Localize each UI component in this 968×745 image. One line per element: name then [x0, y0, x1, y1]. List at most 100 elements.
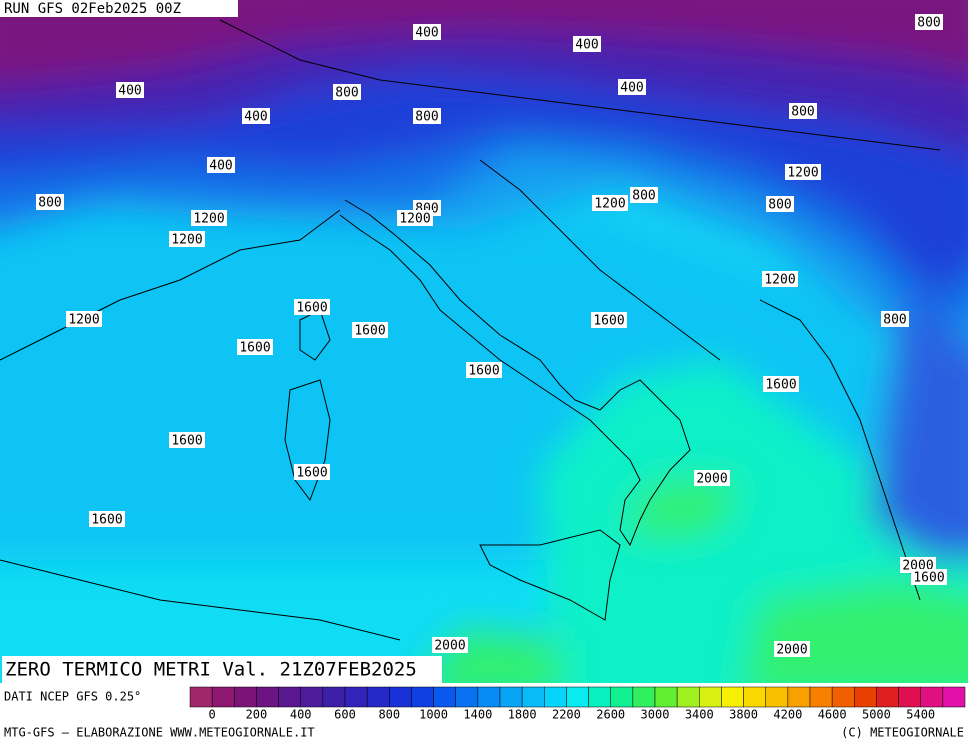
legend-label: 0 — [209, 708, 216, 722]
contour-label-box — [397, 210, 433, 226]
contour-label-box — [413, 24, 441, 40]
legend-label: 4600 — [818, 708, 847, 722]
contour-label: 400 — [244, 110, 267, 125]
contour-label: 800 — [632, 189, 655, 204]
map-title-box — [2, 656, 442, 683]
contour-label: 1600 — [354, 324, 385, 339]
legend-label: 800 — [378, 708, 400, 722]
contour-label-box — [333, 84, 361, 100]
contour-label-box — [630, 187, 658, 203]
contour-label: 1200 — [193, 212, 224, 227]
legend-label: 1400 — [463, 708, 492, 722]
contour-label-box — [466, 362, 502, 378]
contour-label: 400 — [118, 84, 141, 99]
legend-swatch — [721, 686, 744, 708]
contour-label: 400 — [620, 81, 643, 96]
legend-swatch — [787, 686, 811, 708]
contour-label-box — [413, 108, 441, 124]
legend-swatch — [831, 686, 855, 708]
legend-label: 200 — [246, 708, 268, 722]
legend-swatch — [610, 686, 634, 708]
legend-swatch — [300, 686, 324, 708]
contour-label: 1200 — [399, 212, 430, 227]
contour-label: 1600 — [91, 513, 122, 528]
legend-label: 400 — [290, 708, 312, 722]
contour-label-box — [207, 157, 235, 173]
contour-label-box — [116, 82, 144, 98]
legend-label: 3400 — [685, 708, 714, 722]
legend-label: 1000 — [419, 708, 448, 722]
legend-swatch — [455, 686, 479, 708]
contour-label: 400 — [575, 38, 598, 53]
contour-label-box — [89, 511, 125, 527]
contour-labels: 400 400 800 400 800 400 400 800 800 400 1200 800 800… — [36, 14, 947, 658]
contour-label: 1200 — [68, 313, 99, 328]
legend-swatch — [920, 686, 944, 708]
legend-swatch — [366, 686, 390, 708]
legend-label: 3800 — [729, 708, 758, 722]
contour-label: 1600 — [765, 378, 796, 393]
contour-label: 800 — [791, 105, 814, 120]
contour-label-box — [237, 339, 273, 355]
run-title: RUN GFS 02Feb2025 00Z — [4, 1, 181, 17]
contour-label-box — [573, 36, 601, 52]
legend-swatch — [566, 686, 589, 708]
contour-label: 1200 — [764, 273, 795, 288]
source-note: DATI NCEP GFS 0.25° — [4, 690, 141, 704]
footer-right: (C) METEOGIORNALE — [841, 726, 964, 740]
legend-swatch — [211, 686, 235, 708]
legend-swatch — [544, 686, 567, 708]
contour-label-box — [785, 164, 821, 180]
contour-label-box — [66, 311, 102, 327]
contour-label: 2000 — [696, 472, 727, 487]
legend-label: 4200 — [773, 708, 802, 722]
contour-label-box — [169, 432, 205, 448]
contour-label-box — [881, 311, 909, 327]
contour-label-box — [911, 569, 947, 585]
contour-label: 800 — [768, 198, 791, 213]
contour-label: 2000 — [776, 643, 807, 658]
contour-label-box — [591, 312, 627, 328]
legend-swatch — [234, 686, 257, 708]
legend-swatch — [654, 686, 678, 708]
contour-label: 800 — [335, 86, 358, 101]
contour-label: 1200 — [594, 197, 625, 212]
contour-label: 1600 — [296, 466, 327, 481]
legend-swatch — [256, 686, 279, 708]
legend-swatch — [389, 686, 412, 708]
legend-label: 5400 — [906, 708, 935, 722]
contour-label: 1600 — [593, 314, 624, 329]
legend-swatch — [322, 686, 346, 708]
contour-label-box — [618, 79, 646, 95]
legend-label: 3000 — [641, 708, 670, 722]
contour-label-box — [36, 194, 64, 210]
contour-label: 1200 — [787, 166, 818, 181]
color-legend: 0 200 400 600 800 1000 1400 1800 2200 2600 3000 340… — [189, 686, 966, 722]
legend-swatch — [809, 686, 833, 708]
legend-label: 2200 — [552, 708, 581, 722]
map-title: ZERO TERMICO METRI Val. 21Z07FEB2025 — [5, 659, 417, 681]
contour-label-box — [169, 231, 205, 247]
legend-swatch — [521, 686, 545, 708]
legend-swatch — [765, 686, 789, 708]
legend-label: 2600 — [596, 708, 625, 722]
legend-swatch — [743, 686, 766, 708]
contour-label-box — [294, 464, 330, 480]
contour-label: 1600 — [171, 434, 202, 449]
legend-label: 5000 — [862, 708, 891, 722]
legend-swatch — [278, 686, 301, 708]
legend-swatch — [854, 686, 877, 708]
contour-label-box — [432, 637, 468, 653]
legend-swatch — [411, 686, 434, 708]
contour-label-box — [762, 271, 798, 287]
contour-label: 2000 — [434, 639, 465, 654]
legend-swatch — [344, 686, 368, 708]
contour-label: 1600 — [913, 571, 944, 586]
contour-label-box — [774, 641, 810, 657]
contour-label: 800 — [38, 196, 61, 211]
contour-label-box — [766, 196, 794, 212]
contour-label-box — [592, 195, 628, 211]
contour-label-box — [915, 14, 943, 30]
